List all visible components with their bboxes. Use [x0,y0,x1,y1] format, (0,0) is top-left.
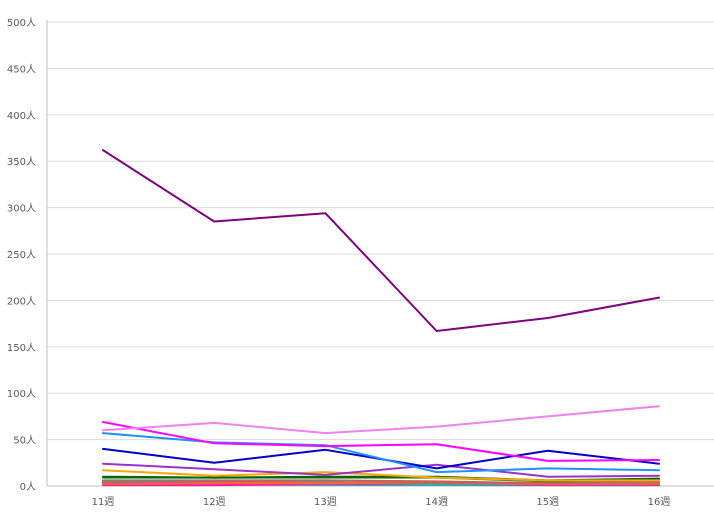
y-tick-label: 300人 [7,203,36,215]
series-line-9 [102,479,660,485]
series-line-6 [102,469,660,482]
x-tick-label: 11週 [92,496,115,508]
series-lines [102,149,660,487]
x-tick-label: 14週 [425,496,448,508]
series-line-3 [102,432,660,474]
series-line-1 [102,405,660,435]
x-tick-label: 15週 [536,496,559,508]
y-tick-label: 500人 [7,17,36,29]
y-tick-label: 150人 [7,342,36,354]
y-tick-label: 450人 [7,63,36,75]
series-line-0 [102,149,660,332]
x-tick-label: 12週 [203,496,226,508]
series-line-2 [102,421,660,462]
y-tick-label: 100人 [7,388,36,400]
y-tick-label: 0人 [20,481,36,493]
y-tick-label: 250人 [7,249,36,261]
gridlines [47,21,714,441]
y-tick-label: 50人 [13,435,36,447]
x-tick-label: 13週 [314,496,337,508]
y-tick-labels: 0人 50人 100人 150人 200人 250人 300人 350人 400人 450人 500… [7,17,36,493]
y-tick-label: 400人 [7,110,36,122]
series-line-5 [102,462,660,478]
y-tick-label: 200人 [7,295,36,307]
x-tick-labels: 11週 12週 13週 14週 15週 16週 [92,496,671,508]
y-tick-label: 350人 [7,156,36,168]
x-tick-label: 16週 [648,496,671,508]
axes [46,20,714,487]
